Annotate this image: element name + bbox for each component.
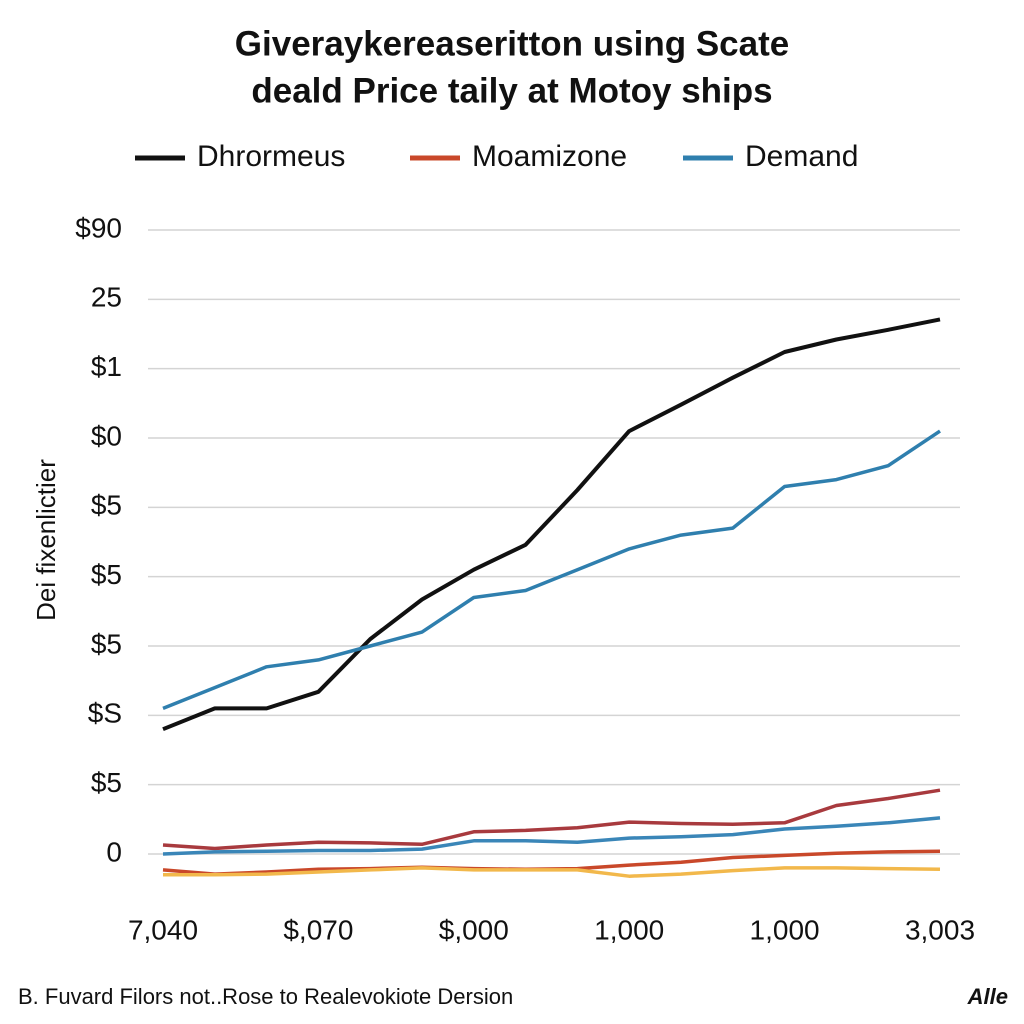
y-tick-label: $1 bbox=[91, 351, 122, 382]
y-axis-label: Dei fixenlictier bbox=[31, 459, 61, 621]
y-tick-label: $S bbox=[88, 698, 122, 729]
y-tick-label: $5 bbox=[91, 628, 122, 659]
line-series bbox=[162, 317, 941, 732]
y-tick-label: 0 bbox=[106, 836, 122, 867]
line-series bbox=[163, 866, 941, 878]
y-tick-label: $90 bbox=[75, 212, 122, 243]
x-tick-label: 1,000 bbox=[594, 914, 664, 945]
y-tick-label: $5 bbox=[91, 559, 122, 590]
x-tick-label: 3,003 bbox=[905, 914, 975, 945]
line-series bbox=[162, 429, 941, 711]
line-series bbox=[162, 788, 941, 851]
footer: B. Fuvard Filors not..Rose to Realevokio… bbox=[18, 984, 513, 1009]
y-tick-label: $5 bbox=[91, 767, 122, 798]
legend-label: Dhrormeus bbox=[197, 140, 345, 173]
legend-label: Demand bbox=[745, 140, 858, 173]
y-tick-label: $0 bbox=[91, 420, 122, 451]
x-tick-label: 1,000 bbox=[750, 914, 820, 945]
chart-title: deald Price taily at Motoy ships bbox=[251, 71, 772, 110]
y-tick-label: 25 bbox=[91, 282, 122, 313]
y-tick-label: $5 bbox=[91, 490, 122, 521]
x-tick-label: $,000 bbox=[439, 914, 509, 945]
line-series bbox=[162, 816, 941, 856]
x-tick-label: 7,040 bbox=[128, 914, 198, 945]
watermark: Alle bbox=[967, 984, 1008, 1009]
chart-title: Giveraykereaseritton using Scate bbox=[235, 24, 789, 63]
x-tick-label: $,070 bbox=[283, 914, 353, 945]
legend-label: Moamizone bbox=[472, 140, 627, 173]
